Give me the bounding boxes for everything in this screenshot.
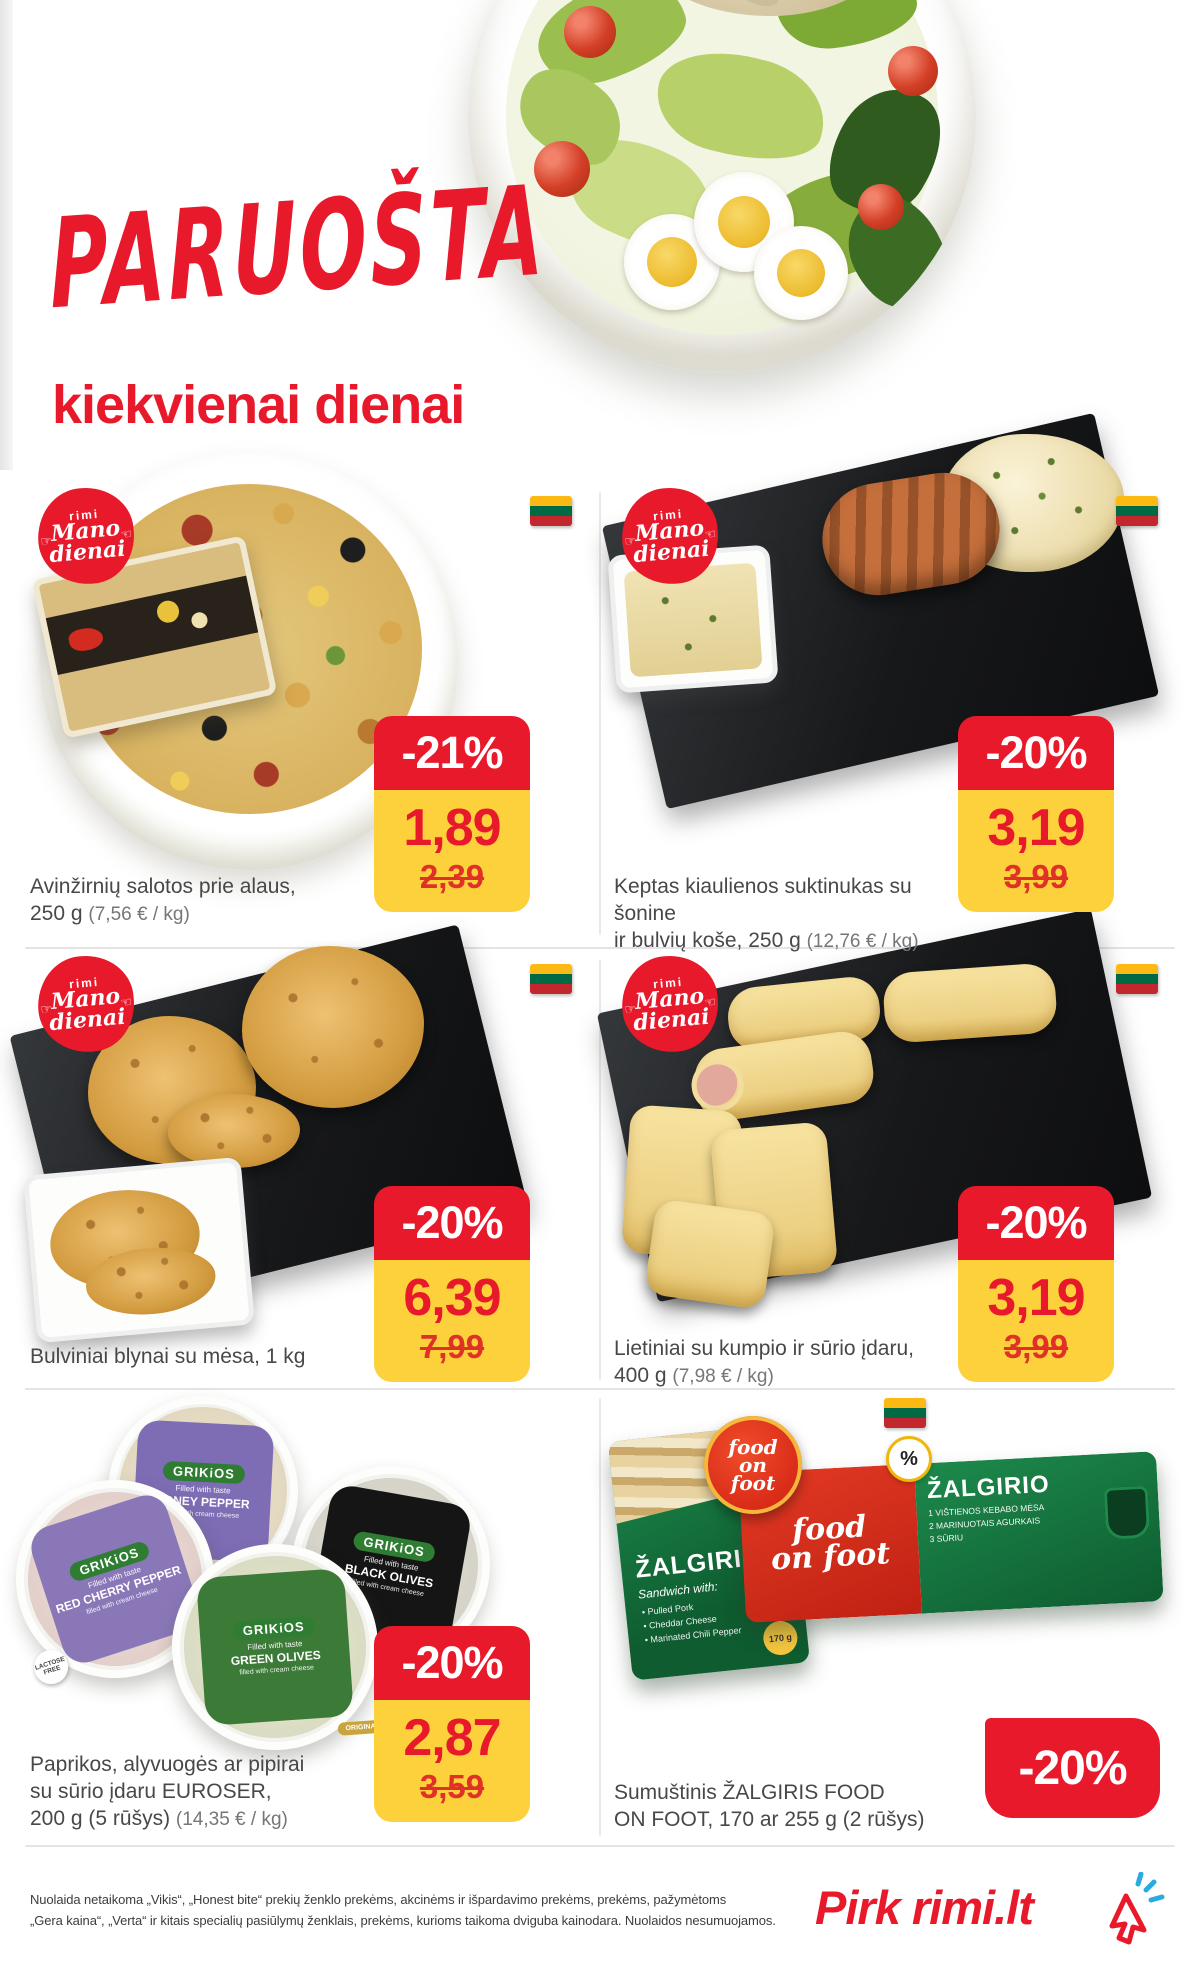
cherry-tomato	[534, 141, 590, 197]
food-on-foot-logo: food on foot	[704, 1416, 802, 1514]
discount-badge: -20%	[958, 1186, 1114, 1260]
food-on-foot-pack: food on foot ŽALGIRIO 1 VIŠTIENOS KEBABO…	[738, 1451, 1164, 1623]
price-tag: -20% 6,39 7,99	[374, 1186, 530, 1382]
discount-badge: -20%	[958, 716, 1114, 790]
lithuania-flag-icon	[884, 1398, 926, 1428]
new-price: 3,19	[987, 1269, 1085, 1327]
zalgirio-panel: ŽALGIRIO 1 VIŠTIENOS KEBABO MĖSA 2 MARIN…	[913, 1451, 1164, 1614]
price-tag: -20% 3,19 3,99	[958, 716, 1114, 912]
product-description: Sumuštinis ŽALGIRIS FOOD ON FOOT, 170 ar…	[614, 1781, 925, 1831]
product-description: Paprikos, alyvuogės ar pipirai su sūrio …	[30, 1753, 305, 1830]
salad-greens	[503, 0, 962, 335]
new-price: 3,19	[987, 799, 1085, 857]
row-divider	[25, 1845, 1175, 1847]
row-divider	[25, 1388, 1175, 1390]
lithuania-flag-icon	[1116, 496, 1158, 526]
crepe-roll	[881, 962, 1059, 1044]
cherry-tomato	[858, 184, 904, 230]
unit-price: (14,35 € / kg)	[175, 1808, 288, 1830]
row-divider	[25, 947, 1175, 949]
grikios-brand: GRIKiOS	[162, 1460, 246, 1485]
percent-circle-icon: %	[886, 1436, 932, 1482]
unit-price: (7,98 € / kg)	[672, 1365, 774, 1387]
page-subtitle: kiekvienai dienai	[52, 375, 465, 435]
egg-slice	[754, 226, 848, 320]
old-price: 2,39	[419, 858, 485, 895]
weight-badge: 170 g	[761, 1619, 800, 1657]
product-description: Keptas kiaulienos suktinukas su šonine i…	[614, 875, 919, 952]
discount-badge: -21%	[374, 716, 530, 790]
lithuania-flag-icon	[1116, 964, 1158, 994]
price-tag: -21% 1,89 2,39	[374, 716, 530, 912]
crepe-folded	[643, 1198, 777, 1310]
unit-price: (12,76 € / kg)	[806, 930, 919, 952]
food-tray	[23, 1156, 255, 1344]
lithuania-flag-icon	[530, 496, 572, 526]
product-description: Lietiniai su kumpio ir sūrio įdaru, 400 …	[614, 1337, 914, 1387]
footer-disclaimer: Nuolaida netaikoma „Vikis“, „Honest bite…	[30, 1892, 776, 1928]
potato-pancake	[168, 1094, 300, 1168]
old-price: 3,99	[1003, 858, 1069, 895]
scan-edge	[0, 0, 13, 470]
zalgiris-crest-icon	[1103, 1485, 1151, 1540]
column-divider	[599, 492, 601, 935]
price-tag: -20% 2,87 3,59	[374, 1626, 530, 1822]
page-title: PARUOŠTA	[48, 159, 548, 338]
unit-price: (7,56 € / kg)	[88, 903, 190, 925]
old-price: 7,99	[419, 1328, 485, 1365]
product-description: Bulviniai blynai su mėsa, 1 kg	[30, 1345, 306, 1368]
pirk-rimi-logo[interactable]: Pirk rimi.lt	[815, 1881, 1034, 1934]
old-price: 3,59	[419, 1768, 485, 1805]
old-price: 3,99	[1003, 1328, 1069, 1365]
cherry-tomato	[888, 46, 938, 96]
discount-badge: -20%	[374, 1186, 530, 1260]
cherry-tomato	[564, 6, 616, 58]
cursor-click-icon	[1096, 1871, 1168, 1950]
lithuania-flag-icon	[530, 964, 572, 994]
column-divider	[599, 960, 601, 1380]
price-tag: -20% 3,19 3,99	[958, 1186, 1114, 1382]
column-divider	[599, 1398, 601, 1836]
potato-pancake	[242, 946, 424, 1108]
new-price: 1,89	[403, 799, 501, 857]
new-price: 6,39	[403, 1269, 501, 1327]
salad-bowl-photo	[468, 0, 976, 373]
product-description: Avinžirnių salotos prie alaus, 250 g (7,…	[30, 875, 296, 925]
discount-badge: -20%	[985, 1718, 1160, 1818]
new-price: 2,87	[403, 1709, 501, 1767]
discount-badge: -20%	[374, 1626, 530, 1700]
